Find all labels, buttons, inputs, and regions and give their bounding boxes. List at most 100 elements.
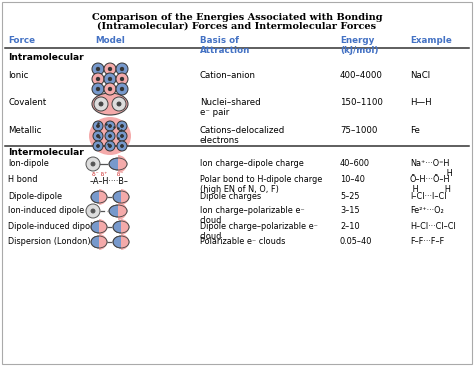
Circle shape — [93, 131, 103, 141]
Wedge shape — [121, 189, 129, 205]
Text: Ionic: Ionic — [8, 71, 28, 80]
Circle shape — [109, 145, 111, 147]
Text: Ion charge–dipole charge: Ion charge–dipole charge — [200, 159, 304, 168]
Text: Energy
(kJ/mol): Energy (kJ/mol) — [340, 36, 379, 55]
Text: Polar bond to H-dipole charge
(high EN of N, O, F): Polar bond to H-dipole charge (high EN o… — [200, 175, 322, 194]
Circle shape — [92, 83, 104, 95]
Text: Polarizable e⁻ clouds: Polarizable e⁻ clouds — [200, 237, 285, 246]
Circle shape — [92, 73, 104, 85]
Circle shape — [120, 67, 124, 71]
Circle shape — [91, 209, 95, 213]
Wedge shape — [99, 234, 107, 250]
Circle shape — [117, 121, 127, 131]
Text: 5–25: 5–25 — [340, 192, 359, 201]
Text: Dipole charge–polarizable e⁻
cloud: Dipole charge–polarizable e⁻ cloud — [200, 222, 318, 242]
Text: 75–1000: 75–1000 — [340, 126, 377, 135]
Text: Covalent: Covalent — [8, 98, 46, 107]
Text: Intramolecular: Intramolecular — [8, 53, 83, 62]
Text: 2–10: 2–10 — [340, 222, 360, 231]
Circle shape — [97, 135, 100, 137]
Circle shape — [105, 141, 115, 151]
Text: Example: Example — [410, 36, 452, 45]
Circle shape — [86, 157, 100, 171]
Ellipse shape — [113, 236, 129, 248]
Text: Fe²⁺···O₂: Fe²⁺···O₂ — [410, 206, 444, 215]
Wedge shape — [121, 234, 129, 250]
Wedge shape — [121, 219, 129, 235]
Text: Ion charge–polarizable e⁻
cloud: Ion charge–polarizable e⁻ cloud — [200, 206, 305, 225]
Text: Dipole-induced dipole: Dipole-induced dipole — [8, 222, 97, 231]
Ellipse shape — [89, 117, 131, 155]
Ellipse shape — [92, 93, 128, 115]
Circle shape — [116, 83, 128, 95]
Circle shape — [93, 141, 103, 151]
Text: Basis of
Attraction: Basis of Attraction — [200, 36, 250, 55]
Circle shape — [109, 77, 112, 81]
Text: Intermolecular: Intermolecular — [8, 148, 84, 157]
Circle shape — [120, 77, 124, 81]
Circle shape — [117, 141, 127, 151]
Text: Dipole-dipole: Dipole-dipole — [8, 192, 62, 201]
Circle shape — [86, 204, 100, 218]
Text: Ion-dipole: Ion-dipole — [8, 159, 49, 168]
Text: 150–1100: 150–1100 — [340, 98, 383, 107]
Text: Cations–delocalized
electrons: Cations–delocalized electrons — [200, 126, 285, 145]
Text: Ion-induced dipole: Ion-induced dipole — [8, 206, 84, 215]
Circle shape — [120, 145, 123, 147]
Circle shape — [91, 162, 95, 166]
Text: H–Cl···Cl–Cl: H–Cl···Cl–Cl — [410, 222, 456, 231]
Ellipse shape — [113, 221, 129, 233]
Circle shape — [120, 124, 123, 127]
Text: (Intramolecular) Forces and Intermolecular Forces: (Intramolecular) Forces and Intermolecul… — [98, 22, 376, 31]
Text: –A–H····B–: –A–H····B– — [90, 176, 129, 186]
Text: Na⁺···O⁼H
              H: Na⁺···O⁼H H — [410, 159, 453, 178]
Text: Nuclei–shared
e⁻ pair: Nuclei–shared e⁻ pair — [200, 98, 261, 117]
Wedge shape — [99, 189, 107, 205]
Ellipse shape — [109, 205, 127, 217]
Circle shape — [97, 145, 100, 147]
Wedge shape — [99, 219, 107, 235]
Text: NaCl: NaCl — [410, 71, 430, 80]
Text: Ō–H···Ō–H
 H          H: Ō–H···Ō–H H H — [410, 175, 451, 194]
Circle shape — [116, 63, 128, 75]
Circle shape — [109, 67, 112, 71]
Ellipse shape — [91, 221, 107, 233]
Circle shape — [117, 131, 127, 141]
Ellipse shape — [91, 191, 107, 203]
Circle shape — [96, 87, 100, 91]
Circle shape — [120, 87, 124, 91]
Text: Dispersion (London): Dispersion (London) — [8, 237, 91, 246]
Text: Metallic: Metallic — [8, 126, 41, 135]
Text: 3–15: 3–15 — [340, 206, 360, 215]
Circle shape — [117, 102, 121, 106]
Text: 40–600: 40–600 — [340, 159, 370, 168]
Circle shape — [96, 67, 100, 71]
Circle shape — [104, 83, 116, 95]
Text: Model: Model — [95, 36, 125, 45]
Text: H bond: H bond — [8, 175, 37, 184]
Circle shape — [93, 121, 103, 131]
Circle shape — [104, 73, 116, 85]
Circle shape — [94, 97, 108, 111]
Circle shape — [105, 121, 115, 131]
Ellipse shape — [113, 191, 129, 203]
Text: δ⁻ δ⁺     δ⁻: δ⁻ δ⁺ δ⁻ — [92, 172, 124, 178]
Wedge shape — [118, 155, 127, 173]
Circle shape — [116, 73, 128, 85]
Circle shape — [112, 97, 126, 111]
Text: H—H: H—H — [410, 98, 432, 107]
Text: Comparison of the Energies Associated with Bonding: Comparison of the Energies Associated wi… — [91, 13, 383, 22]
Circle shape — [109, 87, 112, 91]
Ellipse shape — [109, 158, 127, 170]
Text: Cation–anion: Cation–anion — [200, 71, 256, 80]
Circle shape — [109, 124, 111, 127]
Circle shape — [96, 77, 100, 81]
Circle shape — [120, 135, 123, 137]
Circle shape — [99, 102, 103, 106]
Circle shape — [105, 131, 115, 141]
Wedge shape — [118, 202, 127, 220]
Text: 400–4000: 400–4000 — [340, 71, 383, 80]
Text: Dipole charges: Dipole charges — [200, 192, 261, 201]
Circle shape — [92, 63, 104, 75]
Circle shape — [109, 135, 111, 137]
